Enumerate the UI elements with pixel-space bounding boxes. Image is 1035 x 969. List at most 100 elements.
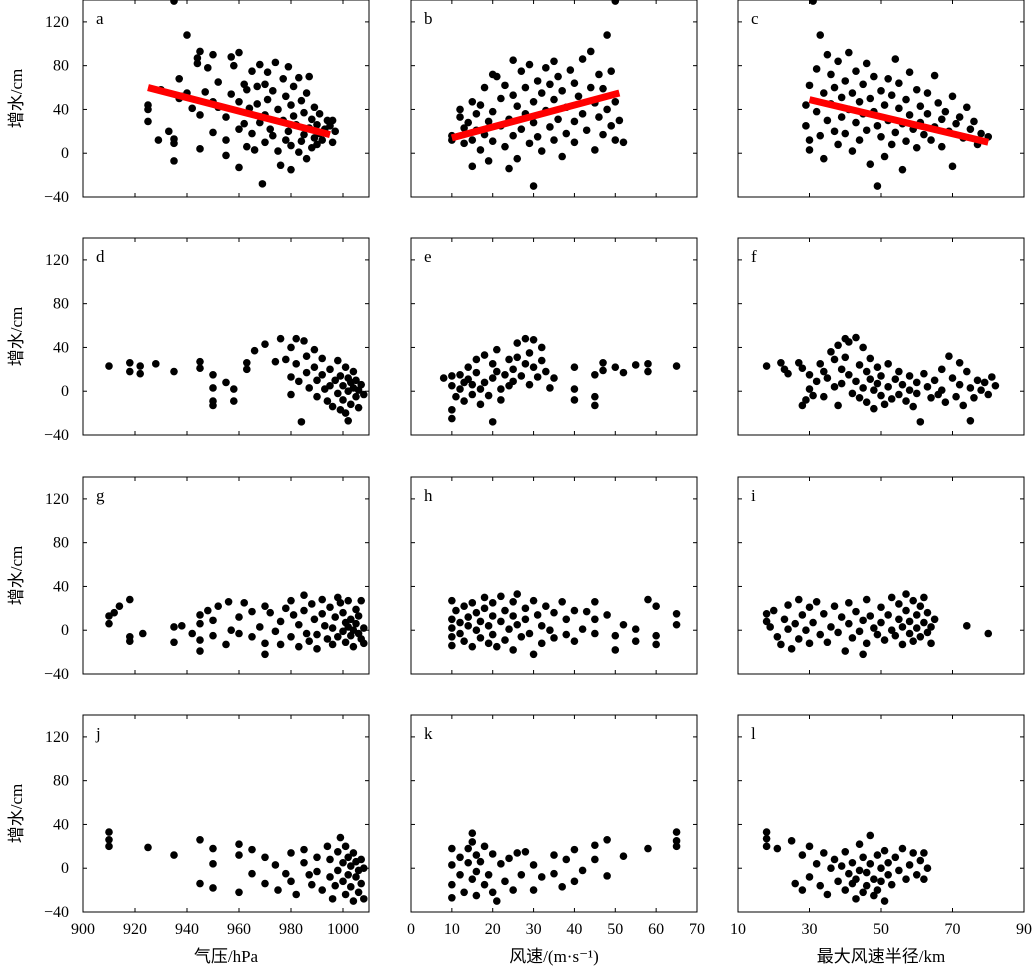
- data-point: [313, 120, 321, 129]
- data-point: [812, 107, 821, 116]
- data-point: [165, 127, 173, 136]
- data-point: [823, 50, 832, 59]
- data-point: [916, 856, 925, 865]
- data-point: [895, 79, 903, 87]
- data-point: [276, 640, 285, 649]
- x-tick-label: 940: [175, 921, 199, 938]
- data-point: [529, 118, 538, 127]
- data-point: [468, 390, 477, 399]
- panel-frame: [82, 237, 370, 436]
- data-point: [488, 850, 497, 858]
- data-point: [866, 94, 875, 103]
- data-point: [284, 62, 293, 71]
- panel-letter: k: [424, 724, 433, 743]
- panel-letter: a: [96, 9, 104, 28]
- data-point: [895, 866, 903, 875]
- data-point: [611, 646, 620, 654]
- panel-letter: j: [95, 724, 101, 743]
- data-point: [287, 373, 295, 381]
- data-point: [448, 861, 456, 869]
- panel-frame: [737, 0, 1025, 198]
- data-point: [297, 96, 306, 105]
- x-tick-label: 10: [730, 921, 746, 938]
- data-point: [959, 401, 968, 410]
- data-point: [448, 406, 456, 414]
- data-point: [570, 79, 579, 87]
- data-point: [873, 851, 882, 859]
- data-point: [464, 622, 473, 630]
- data-point: [193, 59, 202, 68]
- data-point: [196, 619, 204, 628]
- panel-letter: g: [96, 486, 105, 505]
- data-point: [916, 102, 925, 110]
- data-point: [480, 880, 489, 889]
- data-point: [830, 602, 839, 610]
- data-point: [271, 58, 280, 67]
- panel-letter: e: [424, 247, 432, 266]
- data-point: [472, 867, 481, 876]
- data-point: [578, 866, 587, 875]
- panel-frame: [410, 714, 698, 913]
- data-point: [289, 611, 298, 619]
- data-point: [791, 619, 799, 628]
- data-point: [570, 138, 579, 147]
- data-point: [323, 397, 332, 405]
- data-point: [456, 113, 464, 121]
- data-point: [488, 137, 497, 145]
- data-point: [873, 182, 882, 190]
- data-point: [558, 87, 566, 95]
- data-point: [460, 124, 468, 132]
- data-point: [672, 837, 681, 845]
- data-point: [300, 845, 308, 854]
- data-point: [891, 375, 900, 383]
- data-point: [870, 72, 878, 81]
- data-point: [341, 842, 350, 851]
- data-point: [517, 870, 526, 879]
- data-point: [845, 599, 853, 607]
- data-point: [898, 640, 907, 649]
- data-point: [284, 127, 293, 136]
- data-point: [859, 80, 867, 89]
- x-tick-label: 0: [407, 921, 415, 938]
- data-point: [196, 835, 204, 844]
- data-point: [619, 138, 628, 147]
- data-point: [196, 879, 204, 888]
- data-point: [570, 606, 579, 615]
- data-point: [877, 603, 885, 612]
- data-point: [521, 83, 530, 92]
- data-point: [344, 870, 353, 879]
- data-point: [334, 848, 342, 856]
- data-point: [456, 618, 464, 627]
- data-point: [937, 115, 946, 124]
- data-point: [603, 611, 611, 619]
- data-point: [909, 596, 917, 605]
- panel-l: 10 30 50 70 90 l: [730, 714, 1032, 938]
- data-point: [916, 418, 925, 426]
- data-point: [136, 362, 144, 370]
- data-point: [916, 602, 925, 610]
- data-point: [357, 879, 366, 888]
- data-point: [287, 632, 295, 641]
- data-point: [204, 64, 212, 72]
- data-point: [537, 622, 546, 630]
- data-point: [517, 372, 526, 380]
- data-point: [912, 870, 921, 879]
- data-point: [448, 381, 456, 390]
- data-point: [873, 122, 882, 130]
- y-tick-label: 80: [53, 296, 69, 313]
- data-point: [905, 372, 914, 380]
- data-point: [652, 631, 660, 640]
- data-point: [276, 334, 285, 343]
- y-tick-label: −40: [44, 189, 69, 206]
- data-point: [873, 886, 882, 894]
- data-point: [909, 849, 917, 857]
- data-point: [282, 869, 290, 878]
- data-point: [895, 600, 903, 608]
- data-point: [591, 597, 599, 606]
- data-point: [170, 157, 178, 165]
- data-point: [562, 855, 571, 864]
- data-point: [472, 355, 481, 364]
- data-point: [476, 101, 485, 109]
- data-point: [300, 858, 308, 867]
- data-point: [513, 102, 522, 110]
